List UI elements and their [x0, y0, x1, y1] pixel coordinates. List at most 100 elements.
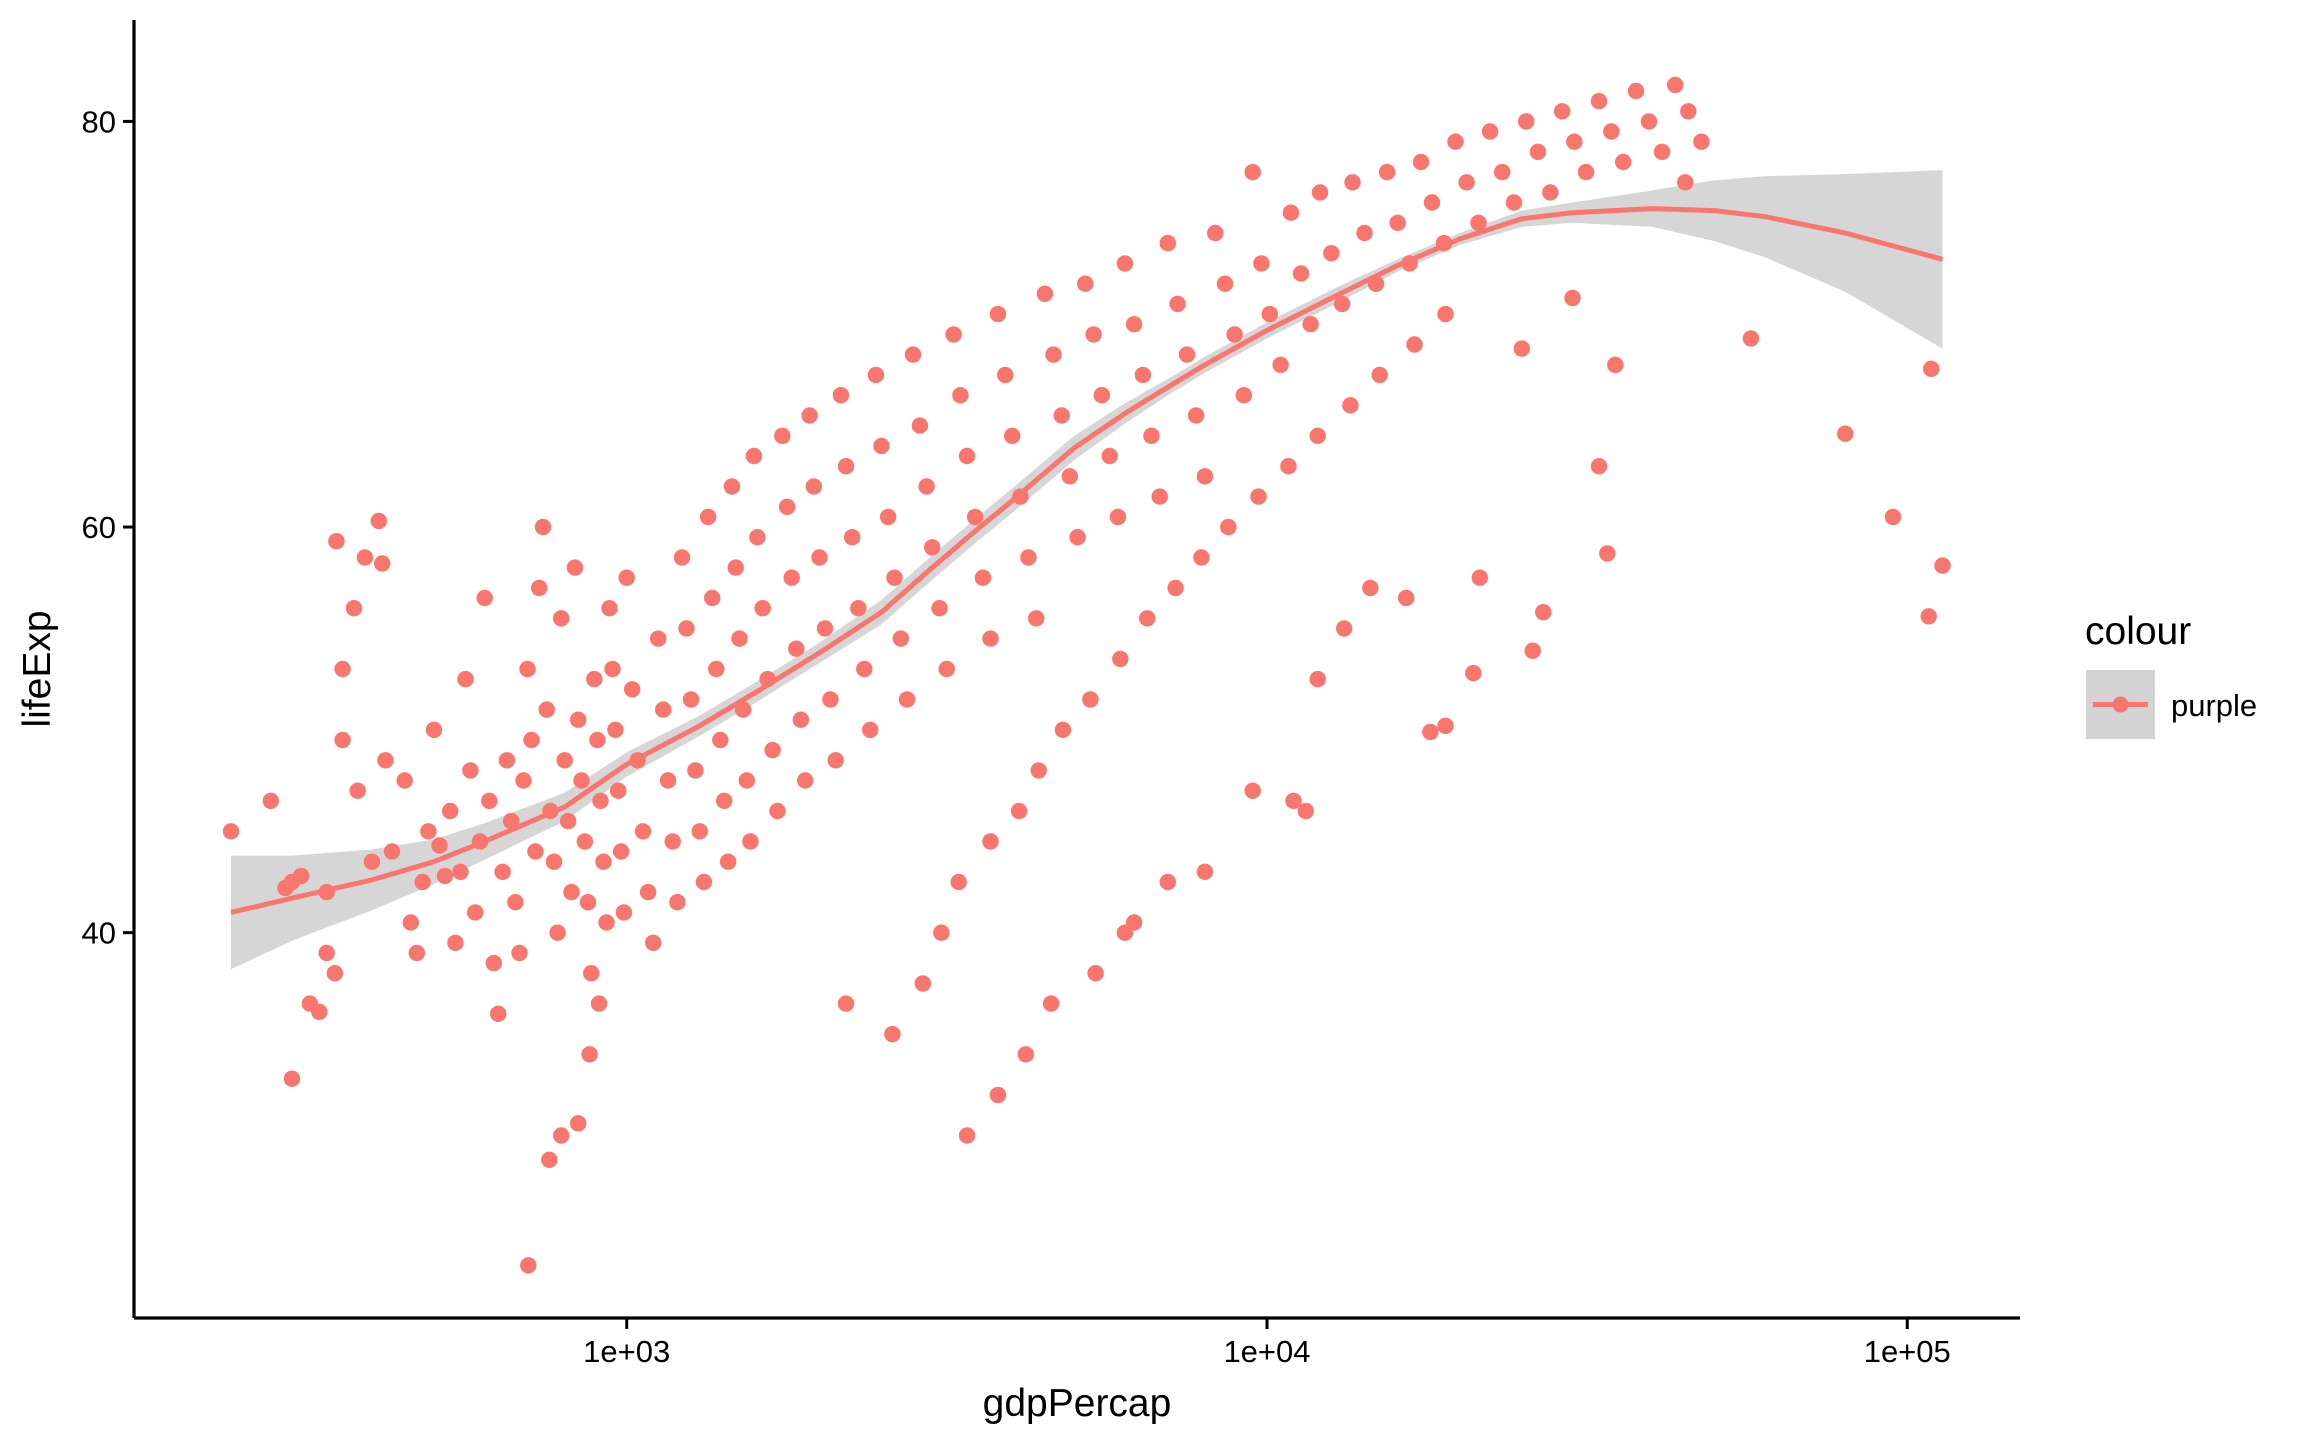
- data-point: [708, 660, 725, 678]
- data-point: [911, 417, 929, 434]
- data-point: [634, 823, 652, 840]
- data-point: [659, 772, 677, 789]
- data-point: [515, 772, 532, 789]
- data-point: [1196, 468, 1214, 485]
- data-point: [1577, 163, 1595, 181]
- data-point: [682, 691, 700, 708]
- data-point: [1272, 356, 1289, 373]
- data-point: [538, 701, 555, 718]
- data-point: [1627, 82, 1645, 100]
- data-point: [1004, 427, 1021, 444]
- data-point: [408, 944, 425, 962]
- data-point: [958, 1127, 976, 1144]
- data-point: [356, 549, 374, 566]
- data-point: [586, 670, 603, 688]
- data-point: [301, 995, 319, 1012]
- data-point: [1680, 103, 1697, 120]
- data-point: [1934, 557, 1951, 574]
- data-point: [592, 792, 609, 809]
- data-point: [527, 843, 544, 860]
- data-point: [553, 610, 570, 627]
- data-point: [1116, 255, 1134, 272]
- data-point: [699, 508, 717, 526]
- data-point: [1553, 103, 1571, 120]
- data-point: [1020, 549, 1037, 566]
- data-point: [1085, 326, 1102, 343]
- data-point: [1615, 153, 1632, 171]
- data-point: [892, 630, 909, 647]
- data-point: [334, 660, 351, 678]
- data-point: [687, 762, 704, 779]
- data-point: [879, 508, 897, 526]
- data-point: [396, 772, 413, 789]
- data-point: [1837, 425, 1854, 442]
- data-point: [541, 1151, 558, 1169]
- data-point: [1336, 620, 1353, 637]
- legend-title: colour: [2085, 610, 2191, 653]
- data-point: [374, 555, 391, 572]
- data-point: [1053, 407, 1070, 424]
- data-point: [778, 498, 796, 515]
- y-tick-label: 40: [82, 916, 116, 951]
- data-point: [556, 752, 573, 769]
- data-point: [1590, 458, 1608, 475]
- data-point: [1422, 723, 1439, 741]
- data-point: [1389, 214, 1406, 231]
- data-point: [570, 711, 587, 728]
- data-point: [607, 721, 624, 738]
- data-point: [566, 559, 584, 576]
- data-point: [457, 670, 474, 688]
- data-point: [520, 1257, 537, 1274]
- data-point: [1045, 346, 1062, 363]
- data-point: [1143, 427, 1160, 444]
- confidence-band-layer: [231, 170, 1943, 970]
- data-point: [749, 529, 766, 546]
- data-point: [924, 539, 941, 556]
- data-point: [462, 762, 479, 779]
- data-point: [1226, 326, 1243, 343]
- data-point: [1169, 295, 1186, 313]
- data-point: [704, 589, 721, 607]
- data-point: [1640, 113, 1658, 130]
- data-point: [383, 843, 401, 860]
- data-point: [678, 620, 695, 637]
- data-point: [1010, 802, 1028, 820]
- data-point: [1216, 275, 1234, 292]
- data-point: [801, 407, 818, 424]
- data-point: [1535, 604, 1552, 621]
- data-point: [745, 447, 763, 465]
- data-point: [1077, 275, 1094, 292]
- data-point: [519, 660, 536, 678]
- data-point: [1093, 387, 1111, 404]
- data-point: [862, 721, 879, 738]
- data-point: [731, 630, 748, 647]
- data-point: [549, 924, 566, 941]
- data-point: [712, 731, 729, 749]
- data-point: [639, 883, 657, 901]
- data-point: [1398, 589, 1415, 607]
- data-point: [612, 843, 630, 860]
- data-point: [498, 752, 516, 769]
- data-point: [1134, 366, 1152, 384]
- data-point: [318, 944, 335, 962]
- data-point: [695, 873, 713, 891]
- data-point: [402, 914, 419, 931]
- data-point: [1101, 447, 1118, 465]
- data-point: [844, 529, 861, 546]
- data-point: [982, 833, 999, 850]
- data-point: [1087, 965, 1104, 982]
- data-point: [292, 867, 310, 885]
- data-point: [1505, 194, 1523, 211]
- data-point: [832, 387, 850, 404]
- data-point: [669, 894, 686, 911]
- data-point: [414, 873, 431, 891]
- data-point: [774, 427, 791, 444]
- data-point: [1362, 579, 1379, 597]
- data-point: [1139, 610, 1156, 627]
- data-point: [1082, 691, 1099, 708]
- data-point: [476, 589, 493, 607]
- data-point: [326, 965, 343, 982]
- data-point: [570, 1115, 587, 1132]
- x-axis-title: gdpPercap: [983, 1382, 1172, 1425]
